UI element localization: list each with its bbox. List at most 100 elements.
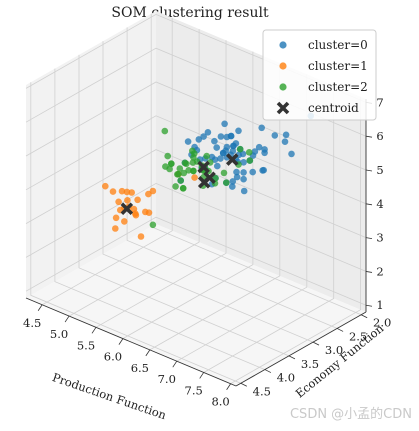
y-tick-mark bbox=[361, 314, 368, 319]
data-point bbox=[184, 138, 192, 145]
data-point bbox=[240, 159, 247, 166]
data-point bbox=[128, 189, 135, 196]
data-point bbox=[233, 173, 241, 181]
grid-lines bbox=[25, 13, 367, 385]
x-tick-mark bbox=[199, 372, 205, 379]
z-tick-mark bbox=[365, 304, 373, 307]
legend: cluster=0 cluster=1 cluster=2 centroid bbox=[262, 29, 377, 121]
x-tick-mark bbox=[37, 304, 43, 311]
data-point bbox=[233, 168, 240, 176]
tick-labels: 4.5 5.0 5.5 6.0 6.5 7.0 7.5 8.0 2.0 2.5 3.0 3.5 4.0 4… bbox=[23, 95, 391, 408]
z-tick-label: 4 bbox=[376, 197, 383, 211]
z-tick-mark bbox=[365, 203, 373, 206]
centroid-marker bbox=[203, 171, 216, 184]
legend-label-cluster=2: cluster=2 bbox=[308, 80, 368, 94]
data-point bbox=[132, 210, 139, 217]
data-point bbox=[255, 143, 263, 151]
x-tick-label: 6.5 bbox=[131, 361, 149, 375]
z-tick-label: 2 bbox=[376, 264, 383, 278]
data-point bbox=[213, 144, 220, 151]
z-grid-line bbox=[25, 81, 367, 171]
data-point bbox=[180, 169, 188, 177]
legend-label-centroid: centroid bbox=[308, 101, 359, 115]
data-point bbox=[177, 177, 184, 184]
x-tick-mark bbox=[145, 349, 151, 357]
data-point bbox=[214, 162, 221, 170]
y-tick-label: 3.0 bbox=[325, 343, 343, 357]
data-point bbox=[191, 174, 198, 181]
x-tick-label: 5.0 bbox=[50, 327, 68, 341]
data-point bbox=[240, 187, 248, 195]
y-tick-label: 2.5 bbox=[349, 329, 367, 343]
data-point bbox=[282, 131, 290, 139]
data-point bbox=[227, 132, 235, 140]
data-point bbox=[281, 138, 289, 145]
z-grid-line bbox=[25, 149, 367, 238]
data-point bbox=[236, 145, 244, 153]
data-point bbox=[162, 163, 169, 170]
x-tick-mark bbox=[172, 360, 178, 368]
data-point bbox=[179, 185, 187, 192]
data-point bbox=[112, 214, 120, 222]
legend-marker-cluster=2 bbox=[279, 83, 287, 91]
y-tick-mark bbox=[264, 369, 272, 373]
data-point bbox=[176, 165, 184, 172]
y-tick-label: 3.5 bbox=[301, 357, 319, 371]
z-tick-label: 5 bbox=[376, 163, 383, 177]
centroid-marker bbox=[197, 160, 210, 174]
data-point bbox=[220, 169, 228, 177]
data-point bbox=[183, 160, 190, 168]
data-point bbox=[137, 233, 145, 240]
y-tick-mark bbox=[288, 355, 296, 360]
floor-pane bbox=[26, 224, 366, 386]
data-point bbox=[189, 159, 197, 166]
data-point bbox=[200, 133, 207, 140]
data-point bbox=[245, 149, 253, 156]
data-point bbox=[190, 154, 197, 161]
data-point bbox=[229, 183, 236, 190]
legend-marker-cluster=0 bbox=[279, 41, 287, 49]
x-tick-mark bbox=[118, 338, 124, 345]
z-tick-label: 3 bbox=[376, 231, 383, 245]
legend-marker-centroid bbox=[276, 101, 290, 115]
y-tick-mark bbox=[336, 328, 344, 332]
watermark: CSDN @小孟的CDN bbox=[290, 406, 412, 422]
legend-label-cluster=0: cluster=0 bbox=[308, 38, 368, 52]
data-point bbox=[217, 133, 225, 140]
z-grid-line bbox=[25, 182, 367, 272]
data-point bbox=[115, 198, 122, 206]
y-tick-mark bbox=[312, 341, 320, 346]
data-point bbox=[121, 218, 128, 225]
data-point bbox=[112, 225, 119, 232]
x-tick-label: 4.5 bbox=[23, 316, 41, 330]
axis-lines bbox=[25, 99, 367, 387]
x-tick-mark bbox=[64, 315, 70, 323]
z-grid-line bbox=[25, 115, 367, 205]
x-axis-line bbox=[25, 297, 237, 387]
chart-title: SOM clustering result bbox=[111, 5, 269, 21]
data-point bbox=[240, 169, 247, 176]
y-tick-label: 2.0 bbox=[373, 316, 391, 330]
y-tick-label: 4.5 bbox=[253, 384, 271, 398]
data-point bbox=[271, 132, 279, 139]
data-point bbox=[230, 142, 237, 150]
data-point bbox=[124, 197, 131, 204]
data-point bbox=[217, 155, 224, 162]
z-tick-mark bbox=[365, 237, 373, 240]
x-tick-label: 5.5 bbox=[77, 338, 95, 352]
data-point bbox=[189, 147, 196, 155]
data-point bbox=[123, 188, 131, 196]
data-point bbox=[260, 166, 268, 174]
z-tick-mark bbox=[365, 135, 373, 138]
data-point bbox=[204, 129, 212, 136]
data-point bbox=[149, 221, 157, 229]
data-point bbox=[172, 183, 179, 190]
centroid-marker bbox=[225, 153, 239, 166]
y-tick-label: 4.0 bbox=[277, 371, 295, 385]
x-tick-label: 8.0 bbox=[211, 395, 229, 409]
data-point bbox=[102, 182, 109, 190]
data-point bbox=[240, 175, 247, 183]
y-axis-line bbox=[235, 311, 367, 387]
y-tick-mark bbox=[240, 382, 247, 387]
z-tick-label: 6 bbox=[376, 129, 383, 143]
